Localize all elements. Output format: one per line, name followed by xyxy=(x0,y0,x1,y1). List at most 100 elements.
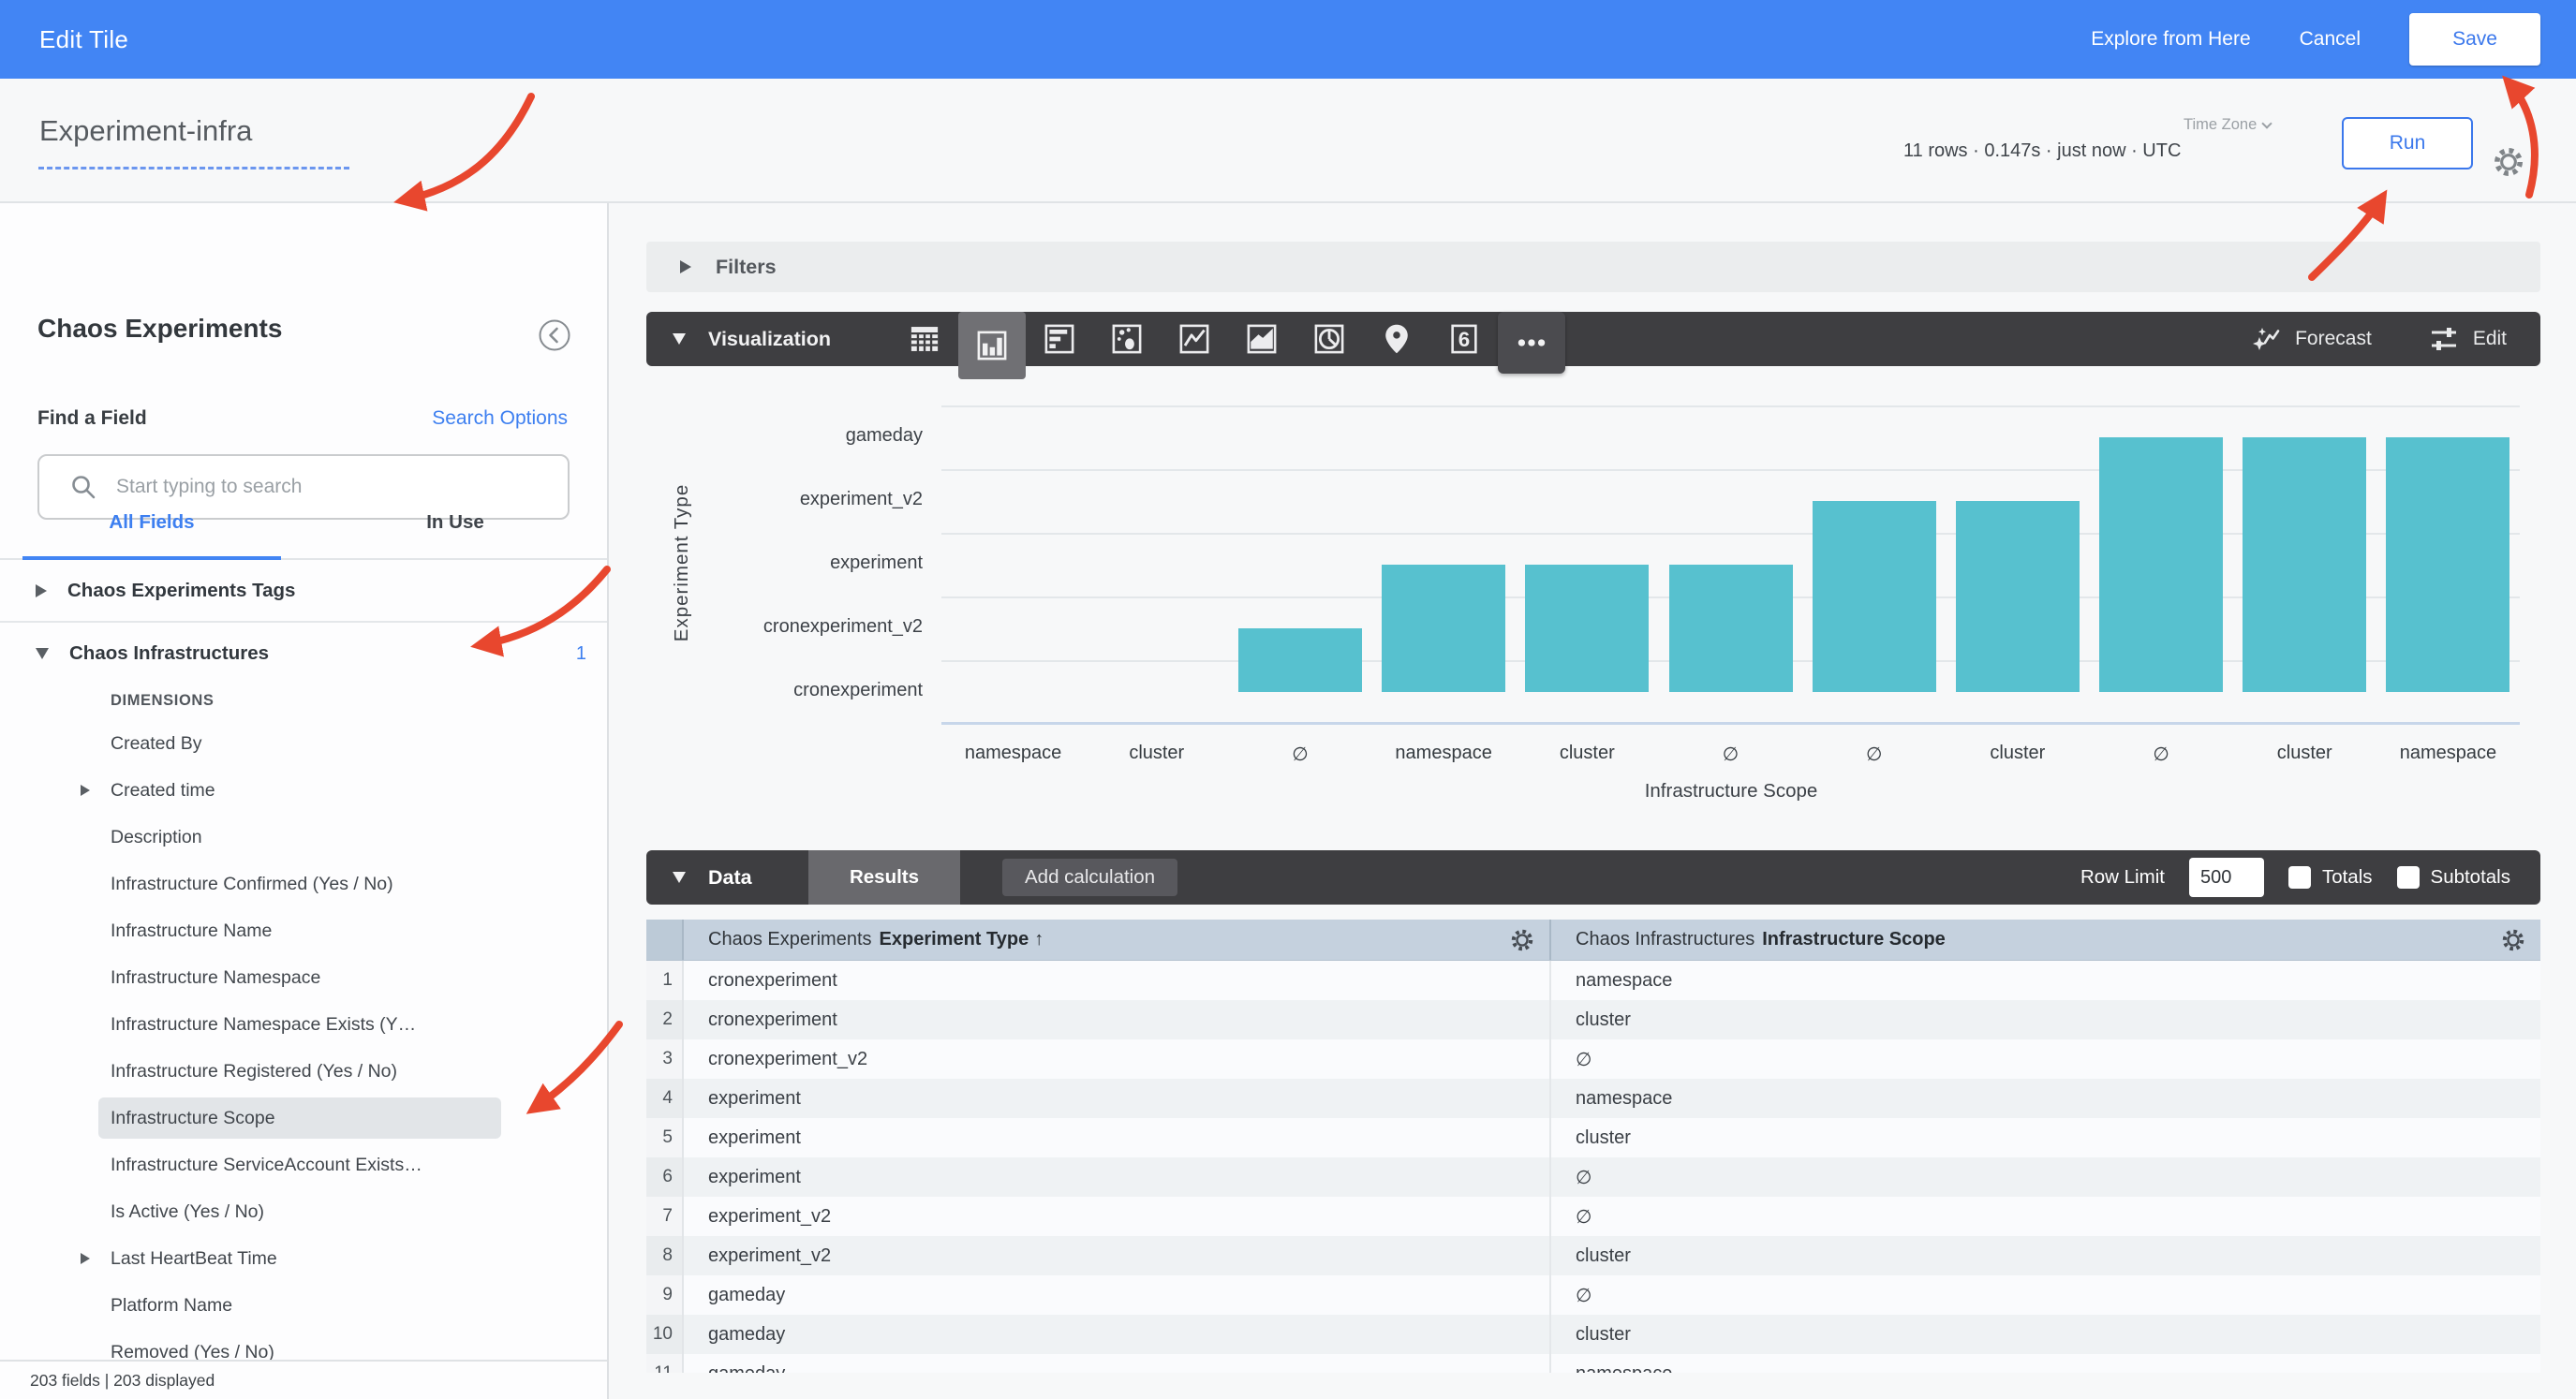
edit-viz-button[interactable]: Edit xyxy=(2428,323,2507,355)
row-limit-label: Row Limit xyxy=(2080,866,2165,888)
chevron-down-icon xyxy=(2261,117,2273,129)
sidebar-field-infrastructure-name[interactable]: Infrastructure Name xyxy=(111,920,273,941)
sidebar-field-removed-yes-no[interactable]: Removed (Yes / No) xyxy=(111,1342,274,1360)
forecast-button[interactable]: Forecast xyxy=(2250,323,2372,355)
table-row[interactable]: 2 cronexperiment cluster xyxy=(646,1000,2540,1039)
results-table: Chaos Experiments Experiment Type ↑ Chao… xyxy=(646,920,2540,1373)
filters-section-header[interactable]: Filters xyxy=(646,242,2540,292)
sidebar-field-platform-name[interactable]: Platform Name xyxy=(111,1295,233,1316)
table-row[interactable]: 8 experiment_v2 cluster xyxy=(646,1236,2540,1275)
bar-chart-plot-area xyxy=(941,405,2520,725)
sidebar-field-infrastructure-registered-yes-no[interactable]: Infrastructure Registered (Yes / No) xyxy=(111,1061,397,1082)
chart-bar[interactable] xyxy=(1382,565,1506,692)
sidebar-field-infrastructure-serviceaccount-exists[interactable]: Infrastructure ServiceAccount Exists… xyxy=(111,1155,422,1175)
line-chart-icon[interactable] xyxy=(1161,312,1228,366)
search-input[interactable] xyxy=(114,475,526,499)
expand-filters-icon xyxy=(680,260,691,273)
field-search-box[interactable] xyxy=(37,454,570,520)
query-header: Experiment-infra Time Zone 11 rows · 0.1… xyxy=(0,79,2576,203)
field-group-collapsed[interactable]: Chaos Experiments Tags xyxy=(0,560,607,623)
sidebar-field-infrastructure-namespace-exists-y[interactable]: Infrastructure Namespace Exists (Y… xyxy=(111,1014,417,1035)
totals-checkbox[interactable] xyxy=(2287,866,2311,889)
bar-chart-icon[interactable] xyxy=(1026,312,1093,366)
table-row[interactable]: 1 cronexperiment namespace xyxy=(646,961,2540,1000)
column-chart-icon[interactable] xyxy=(958,312,1026,379)
totals-toggle[interactable]: Totals xyxy=(2287,866,2373,889)
x-axis-title: Infrastructure Scope xyxy=(1644,780,1818,802)
chart-bar[interactable] xyxy=(2099,437,2224,692)
search-options-link[interactable]: Search Options xyxy=(432,407,568,429)
area-chart-icon[interactable] xyxy=(1228,312,1295,366)
subtotals-toggle[interactable]: Subtotals xyxy=(2396,866,2510,889)
find-a-field-label: Find a Field xyxy=(37,407,147,429)
chart-bar[interactable] xyxy=(1955,501,2080,692)
timezone-selector[interactable]: Time Zone xyxy=(2184,116,2273,134)
field-picker-sidebar: Chaos Experiments Find a Field Search Op… xyxy=(0,203,609,1399)
tile-title[interactable]: Experiment-infra xyxy=(39,114,253,147)
save-button[interactable]: Save xyxy=(2409,13,2540,66)
search-icon xyxy=(72,476,96,499)
sidebar-field-infrastructure-confirmed-yes-no[interactable]: Infrastructure Confirmed (Yes / No) xyxy=(111,874,393,894)
table-row[interactable]: 5 experiment cluster xyxy=(646,1118,2540,1157)
sidebar-field-infrastructure-scope[interactable]: Infrastructure Scope xyxy=(0,1095,607,1141)
run-button[interactable]: Run xyxy=(2342,117,2473,169)
add-calculation-button[interactable]: Add calculation xyxy=(1002,859,1178,896)
query-settings-gear-icon[interactable] xyxy=(2490,143,2527,181)
table-row[interactable]: 7 experiment_v2 ∅ xyxy=(646,1197,2540,1236)
collapse-data-icon[interactable] xyxy=(673,872,686,883)
table-header-row: Chaos Experiments Experiment Type ↑ Chao… xyxy=(646,920,2540,961)
svg-text:6: 6 xyxy=(1458,328,1470,351)
chart-bar[interactable] xyxy=(2386,437,2510,692)
explore-from-here-link[interactable]: Explore from Here xyxy=(2091,28,2251,50)
cancel-button[interactable]: Cancel xyxy=(2299,28,2361,50)
table-row[interactable]: 9 gameday ∅ xyxy=(646,1275,2540,1315)
table-row[interactable]: 4 experiment namespace xyxy=(646,1079,2540,1118)
scatter-plot-icon[interactable] xyxy=(1093,312,1161,366)
chart-bar[interactable] xyxy=(2243,437,2367,692)
chart-bar[interactable] xyxy=(1237,628,1362,692)
chart-bar[interactable] xyxy=(1525,565,1650,692)
table-row[interactable]: 6 experiment ∅ xyxy=(646,1157,2540,1197)
field-list: Chaos Experiments Tags Chaos Infrastruct… xyxy=(0,560,607,1360)
sidebar-field-created-by[interactable]: Created By xyxy=(111,733,202,754)
column-gear-icon[interactable] xyxy=(1508,926,1536,954)
sidebar-field-is-active-yes-no[interactable]: Is Active (Yes / No) xyxy=(111,1201,265,1222)
sidebar-field-description[interactable]: Description xyxy=(111,827,202,847)
collapse-visualization-icon[interactable] xyxy=(673,333,686,345)
results-tab[interactable]: Results xyxy=(808,850,960,905)
query-stats: 11 rows · 0.147s · just now · UTC xyxy=(1903,140,2182,161)
map-icon[interactable] xyxy=(1363,312,1430,366)
table-row[interactable]: 10 gameday cluster xyxy=(646,1315,2540,1354)
chart-bar[interactable] xyxy=(1668,565,1793,692)
sort-ascending-icon: ↑ xyxy=(1034,929,1044,950)
dimensions-section-label: DIMENSIONS xyxy=(111,692,215,709)
pie-chart-icon[interactable] xyxy=(1295,312,1363,366)
triangle-down-icon xyxy=(36,648,49,659)
more-icon[interactable] xyxy=(1498,312,1565,374)
table-chart-icon[interactable] xyxy=(891,312,958,366)
single-value-icon[interactable]: 6 xyxy=(1430,312,1498,366)
column-header-infrastructure-scope[interactable]: Chaos Infrastructures Infrastructure Sco… xyxy=(1549,920,2540,960)
tab-in-use[interactable]: In Use xyxy=(426,511,484,533)
triangle-right-icon[interactable] xyxy=(81,1253,90,1264)
field-count-footer: 203 fields | 203 displayed xyxy=(0,1360,607,1399)
sidebar-field-last-heartbeat-time[interactable]: Last HeartBeat Time xyxy=(0,1235,607,1282)
sidebar-field-created-time[interactable]: Created time xyxy=(0,767,607,814)
column-gear-icon[interactable] xyxy=(2499,926,2527,954)
triangle-right-icon xyxy=(36,583,47,597)
sidebar-field-infrastructure-namespace[interactable]: Infrastructure Namespace xyxy=(111,967,321,988)
visualization-section-header: Visualization 6 Forecast Edit xyxy=(646,312,2540,379)
triangle-right-icon[interactable] xyxy=(81,785,90,796)
subtotals-checkbox[interactable] xyxy=(2396,866,2420,889)
table-row[interactable]: 3 cronexperiment_v2 ∅ xyxy=(646,1039,2540,1079)
sparkle-icon xyxy=(2253,328,2280,350)
collapse-sidebar-icon[interactable] xyxy=(538,318,571,352)
field-group-expanded[interactable]: Chaos Infrastructures 1 xyxy=(0,623,607,685)
table-row[interactable]: 11gamedaynamespace xyxy=(646,1354,2540,1373)
row-number-header xyxy=(646,920,684,960)
chart-bar[interactable] xyxy=(1812,501,1936,692)
top-bar: Edit Tile Explore from Here Cancel Save xyxy=(0,0,2576,79)
tab-all-fields[interactable]: All Fields xyxy=(0,487,303,560)
row-limit-input[interactable] xyxy=(2188,858,2264,897)
column-header-experiment-type[interactable]: Chaos Experiments Experiment Type ↑ xyxy=(684,920,1549,960)
